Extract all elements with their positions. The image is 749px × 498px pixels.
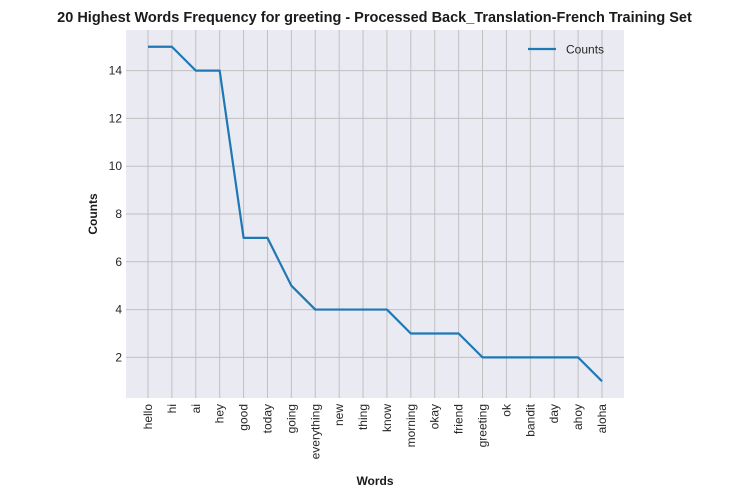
x-tick-label: greeting bbox=[476, 404, 490, 447]
x-tick-label: new bbox=[332, 404, 346, 426]
x-tick-label: ok bbox=[499, 403, 513, 417]
x-axis-ticks: hello hi ai hey good today going everything new t… bbox=[141, 403, 609, 459]
x-tick-label: morning bbox=[404, 404, 418, 447]
x-tick-label: hey bbox=[213, 404, 227, 423]
y-axis-ticks: 2 4 6 8 10 12 14 bbox=[109, 64, 123, 365]
grid bbox=[126, 30, 624, 398]
x-tick-label: ai bbox=[189, 404, 203, 413]
x-tick-label: know bbox=[380, 404, 394, 432]
x-tick-label: ahoy bbox=[571, 404, 585, 430]
x-tick-label: aloha bbox=[595, 404, 609, 434]
y-tick-label: 6 bbox=[115, 255, 122, 269]
chart-title: 20 Highest Words Frequency for greeting … bbox=[57, 10, 692, 26]
y-tick-label: 14 bbox=[109, 64, 123, 78]
x-tick-label: friend bbox=[452, 404, 466, 434]
x-tick-label: today bbox=[260, 404, 274, 433]
x-tick-label: hello bbox=[141, 404, 155, 430]
y-tick-label: 2 bbox=[115, 350, 122, 364]
x-tick-label: good bbox=[237, 404, 251, 431]
x-tick-label: going bbox=[284, 404, 298, 433]
x-tick-label: hi bbox=[165, 404, 179, 413]
y-tick-label: 12 bbox=[109, 111, 123, 125]
x-tick-label: thing bbox=[356, 404, 370, 430]
y-tick-label: 10 bbox=[109, 159, 123, 173]
legend: Counts bbox=[528, 43, 604, 57]
legend-entry-counts: Counts bbox=[566, 43, 604, 57]
x-tick-label: everything bbox=[308, 404, 322, 459]
x-tick-label: bandit bbox=[523, 403, 537, 436]
x-axis-label: Words bbox=[356, 474, 393, 488]
series-line-counts bbox=[148, 45, 603, 383]
x-tick-label: day bbox=[547, 404, 561, 423]
y-axis-label: Counts bbox=[86, 193, 100, 235]
x-tick-label: okay bbox=[428, 404, 442, 429]
y-tick-label: 8 bbox=[115, 207, 122, 221]
y-tick-label: 4 bbox=[115, 303, 122, 317]
